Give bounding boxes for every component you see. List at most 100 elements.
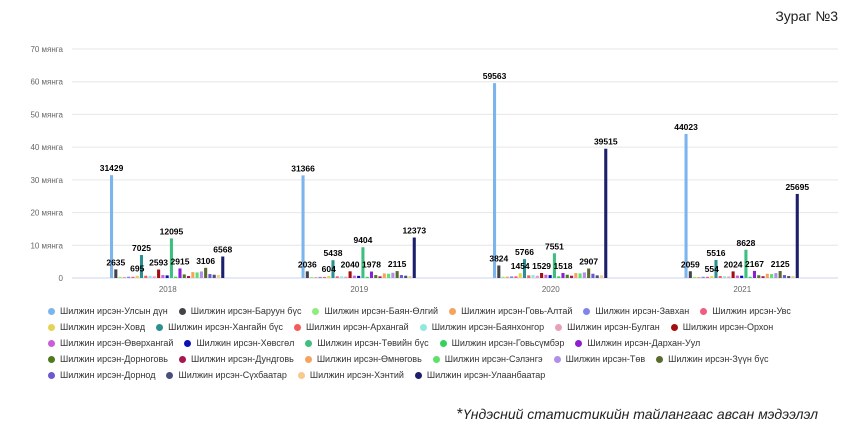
legend-item[interactable]: Шилжин ирсэн-Төвийн бүс bbox=[305, 337, 429, 349]
legend-item[interactable]: Шилжин ирсэн-Сэлэнгэ bbox=[432, 353, 543, 365]
x-axis: 2018 2019 2020 2021 bbox=[159, 285, 752, 294]
legend-marker bbox=[575, 339, 583, 347]
legend-item[interactable]: Шилжин ирсэн-Говь-Алтай bbox=[449, 305, 572, 317]
legend-label: Шилжин ирсэн-Булган bbox=[567, 322, 660, 332]
legend-item[interactable]: Шилжин ирсэн-Хэнтий bbox=[297, 369, 404, 381]
legend-item[interactable]: Шилжин ирсэн-Орхон bbox=[670, 321, 773, 333]
bar bbox=[774, 273, 778, 278]
legend-item[interactable]: Шилжин ирсэн-Дорноговь bbox=[48, 353, 168, 365]
legend-label: Шилжин ирсэн-Хангайн бүс bbox=[168, 322, 284, 332]
bar bbox=[514, 276, 518, 278]
legend-item[interactable]: Шилжин ирсэн-Архангай bbox=[294, 321, 409, 333]
legend-item[interactable]: Шилжин ирсэн-Зүүн бүс bbox=[656, 353, 768, 365]
data-label: 3824 bbox=[489, 253, 508, 263]
bar bbox=[731, 271, 735, 278]
data-label: 2593 bbox=[149, 258, 168, 268]
bar bbox=[195, 272, 199, 278]
legend-marker bbox=[700, 307, 708, 315]
legend-marker bbox=[48, 323, 55, 331]
bar bbox=[540, 273, 544, 278]
legend-label: Шилжин ирсэн-Говьсүмбэр bbox=[451, 338, 565, 348]
bar bbox=[199, 271, 203, 278]
bar bbox=[344, 276, 348, 278]
legend-item[interactable]: Шилжин ирсэн-Баян-Өлгий bbox=[312, 305, 438, 317]
bar bbox=[693, 276, 697, 278]
legend-item[interactable]: Шилжин ирсэн-Увс bbox=[700, 305, 791, 317]
bar bbox=[765, 273, 769, 278]
legend-item[interactable]: Шилжин ирсэн-Улаанбаатар bbox=[414, 369, 545, 381]
legend-item[interactable]: Шилжин ирсэн-Баянхонгор bbox=[419, 321, 544, 333]
data-label: 6568 bbox=[213, 245, 232, 255]
figure-label: Зураг №3 bbox=[775, 8, 838, 24]
bar bbox=[770, 274, 774, 278]
bar bbox=[752, 270, 757, 278]
legend-item[interactable]: Шилжин ирсэн-Говьсүмбэр bbox=[439, 337, 565, 349]
bar bbox=[208, 274, 212, 278]
legend-label: Шилжин ирсэн-Завхан bbox=[595, 306, 690, 316]
legend-label: Шилжин ирсэн-Дундговь bbox=[190, 354, 294, 364]
bar bbox=[688, 271, 692, 278]
legend-item[interactable]: Шилжин ирсэн-Дундговь bbox=[178, 353, 294, 365]
legend-marker bbox=[297, 371, 305, 379]
bar bbox=[505, 276, 509, 278]
legend-marker bbox=[432, 355, 440, 363]
legend-item[interactable]: Шилжин ирсэн-Хангайн бүс bbox=[156, 321, 283, 333]
bar bbox=[714, 259, 718, 278]
bar bbox=[335, 276, 339, 278]
legend-item[interactable]: Шилжин ирсэн-Төв bbox=[553, 353, 645, 365]
bar bbox=[408, 276, 412, 278]
legend-item[interactable]: Шилжин ирсэн-Дорнод bbox=[48, 369, 155, 381]
legend-item[interactable]: Шилжин ирсэн-Завхан bbox=[583, 305, 689, 317]
bar bbox=[761, 276, 765, 278]
bar bbox=[412, 237, 416, 278]
bar bbox=[174, 276, 178, 278]
legend-item[interactable]: Шилжин ирсэн-Өвөрхангай bbox=[48, 337, 173, 349]
legend-label: Шилжин ирсэн-Дорноговь bbox=[60, 354, 168, 364]
legend-item[interactable]: Шилжин ирсэн-Улсын дүн bbox=[48, 305, 168, 317]
bar bbox=[191, 272, 195, 278]
source-note: *Үндэсний статистикийн тайлангаас авсан … bbox=[457, 406, 818, 424]
bar bbox=[327, 276, 331, 278]
legend-marker bbox=[656, 355, 664, 363]
y-tick-label: 40 мянга bbox=[30, 143, 63, 152]
bar bbox=[404, 275, 408, 278]
bar bbox=[322, 276, 326, 278]
legend-item[interactable]: Шилжин ирсэн-Баруун бүс bbox=[178, 305, 301, 317]
data-label: 2059 bbox=[681, 259, 700, 269]
legend-marker bbox=[312, 307, 320, 315]
bar bbox=[723, 276, 727, 278]
bar bbox=[718, 276, 722, 278]
bar bbox=[778, 271, 782, 278]
data-label: 5438 bbox=[324, 248, 343, 258]
data-label: 695 bbox=[130, 264, 144, 274]
legend-item[interactable]: Шилжин ирсэн-Өмнөговь bbox=[304, 353, 422, 365]
legend-label: Шилжин ирсэн-Дорнод bbox=[60, 370, 156, 380]
bar bbox=[518, 273, 522, 278]
bar bbox=[204, 267, 208, 278]
bar bbox=[565, 274, 569, 278]
data-label: 12373 bbox=[402, 226, 426, 236]
data-label: 2040 bbox=[341, 259, 360, 269]
legend-marker bbox=[294, 323, 302, 331]
bar-chart: 0 10 мянга 20 мянга 30 мянга 40 мянга 50 мянг… bbox=[30, 45, 838, 294]
bar bbox=[216, 275, 221, 278]
legend-item[interactable]: Шилжин ирсэн-Хөвсгөл bbox=[184, 337, 294, 349]
bar bbox=[604, 148, 608, 278]
data-label: 5766 bbox=[515, 247, 534, 257]
data-label: 2024 bbox=[724, 259, 743, 269]
source-note-text: Үндэсний статистикийн тайлангаас авсан м… bbox=[463, 406, 818, 422]
bar bbox=[395, 271, 399, 278]
legend-item[interactable]: Шилжин ирсэн-Ховд bbox=[48, 321, 145, 333]
bar bbox=[697, 277, 701, 278]
y-tick-label: 70 мянга bbox=[30, 45, 63, 54]
legend-item[interactable]: Шилжин ирсэн-Булган bbox=[555, 321, 660, 333]
legend-item[interactable]: Шилжин ирсэн-Сүхбаатар bbox=[166, 369, 287, 381]
legend-item[interactable]: Шилжин ирсэн-Дархан-Уул bbox=[575, 337, 700, 349]
bar bbox=[684, 133, 688, 278]
bar bbox=[139, 255, 144, 278]
data-label: 31429 bbox=[100, 163, 124, 173]
data-label: 3106 bbox=[196, 256, 215, 266]
bar bbox=[561, 273, 565, 278]
data-label: 2167 bbox=[745, 259, 764, 269]
